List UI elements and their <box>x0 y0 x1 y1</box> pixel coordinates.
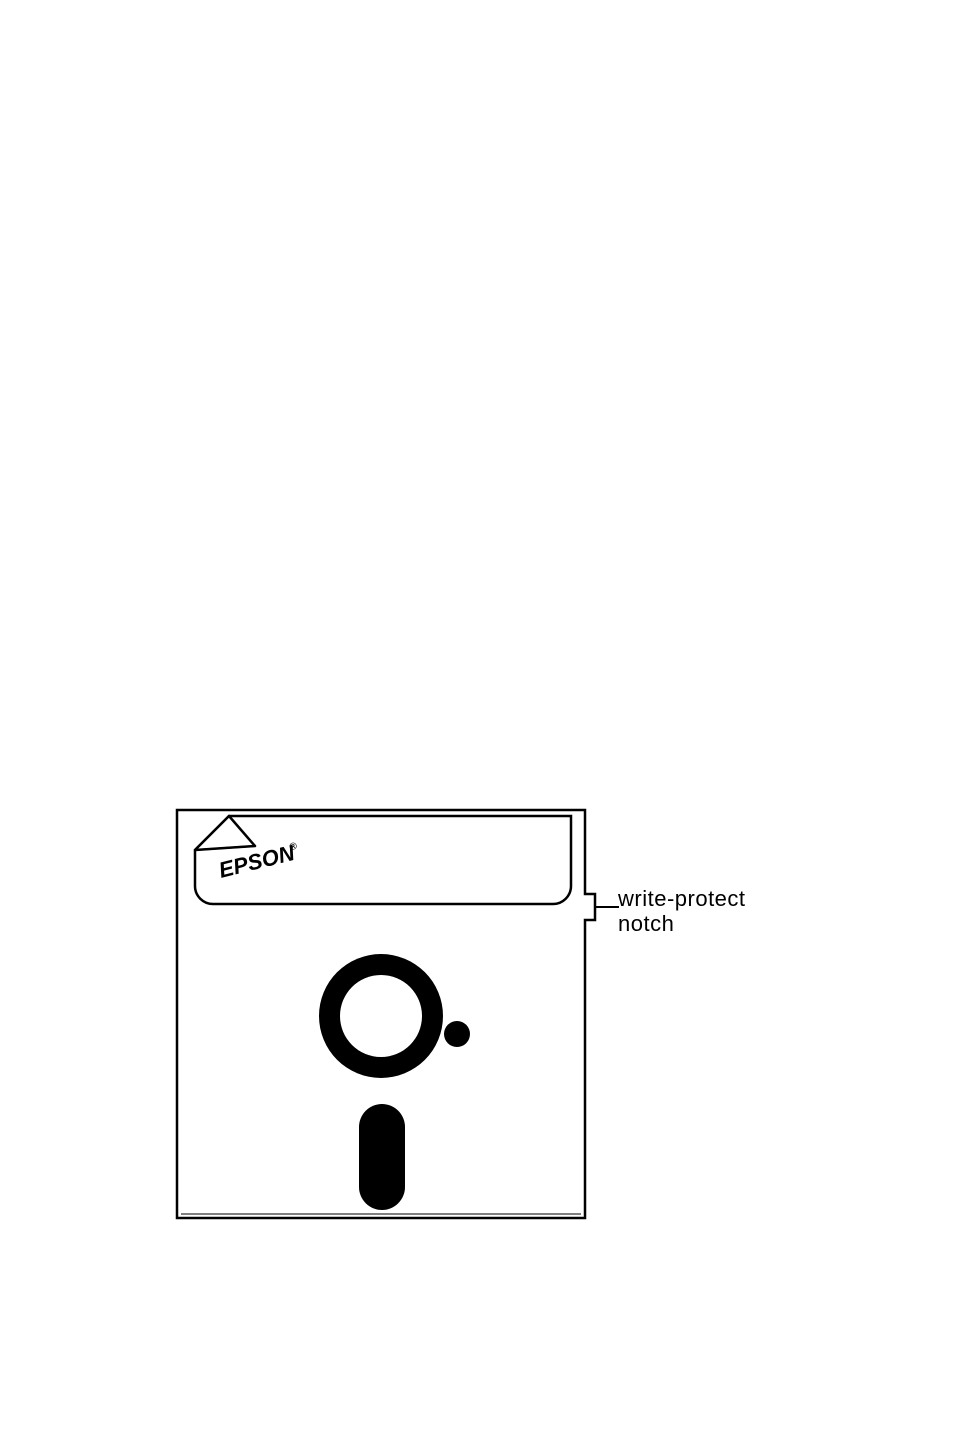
index-hole <box>444 1021 470 1047</box>
callout-label: write-protect notch <box>618 886 746 937</box>
head-slot <box>359 1104 405 1210</box>
hub-ring-inner <box>340 975 422 1057</box>
page: EPSON ® write-protect notch <box>0 0 954 1439</box>
callout-line1: write-protect <box>618 886 746 911</box>
callout-line2: notch <box>618 911 674 936</box>
floppy-disk-diagram: EPSON ® <box>175 808 620 1228</box>
